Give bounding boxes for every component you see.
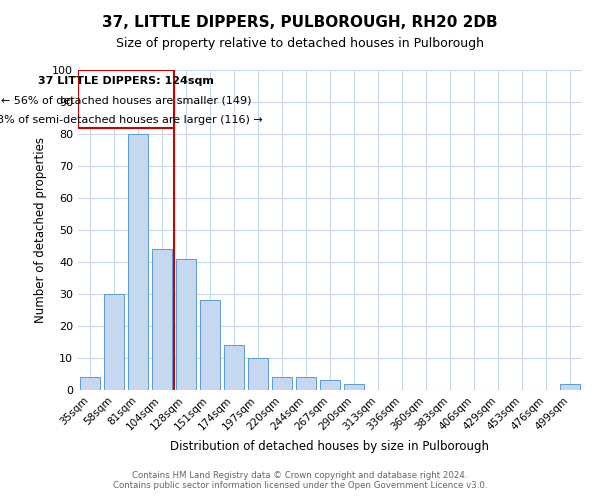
Bar <box>80 377 100 390</box>
Bar <box>152 249 172 390</box>
Bar <box>560 384 580 390</box>
Bar <box>272 377 292 390</box>
Bar <box>248 358 268 390</box>
Text: Size of property relative to detached houses in Pulborough: Size of property relative to detached ho… <box>116 38 484 51</box>
Y-axis label: Number of detached properties: Number of detached properties <box>34 137 47 323</box>
Bar <box>224 345 244 390</box>
Bar <box>176 259 196 390</box>
FancyBboxPatch shape <box>78 70 174 128</box>
Text: 43% of semi-detached houses are larger (116) →: 43% of semi-detached houses are larger (… <box>0 115 262 125</box>
Text: 37 LITTLE DIPPERS: 124sqm: 37 LITTLE DIPPERS: 124sqm <box>38 76 214 86</box>
Bar <box>296 377 316 390</box>
Text: ← 56% of detached houses are smaller (149): ← 56% of detached houses are smaller (14… <box>1 96 251 106</box>
Bar <box>104 294 124 390</box>
Text: 37, LITTLE DIPPERS, PULBOROUGH, RH20 2DB: 37, LITTLE DIPPERS, PULBOROUGH, RH20 2DB <box>102 15 498 30</box>
Bar <box>128 134 148 390</box>
Bar <box>200 300 220 390</box>
Bar <box>344 384 364 390</box>
Bar <box>320 380 340 390</box>
X-axis label: Distribution of detached houses by size in Pulborough: Distribution of detached houses by size … <box>170 440 490 453</box>
Text: Contains HM Land Registry data © Crown copyright and database right 2024.
Contai: Contains HM Land Registry data © Crown c… <box>113 470 487 490</box>
